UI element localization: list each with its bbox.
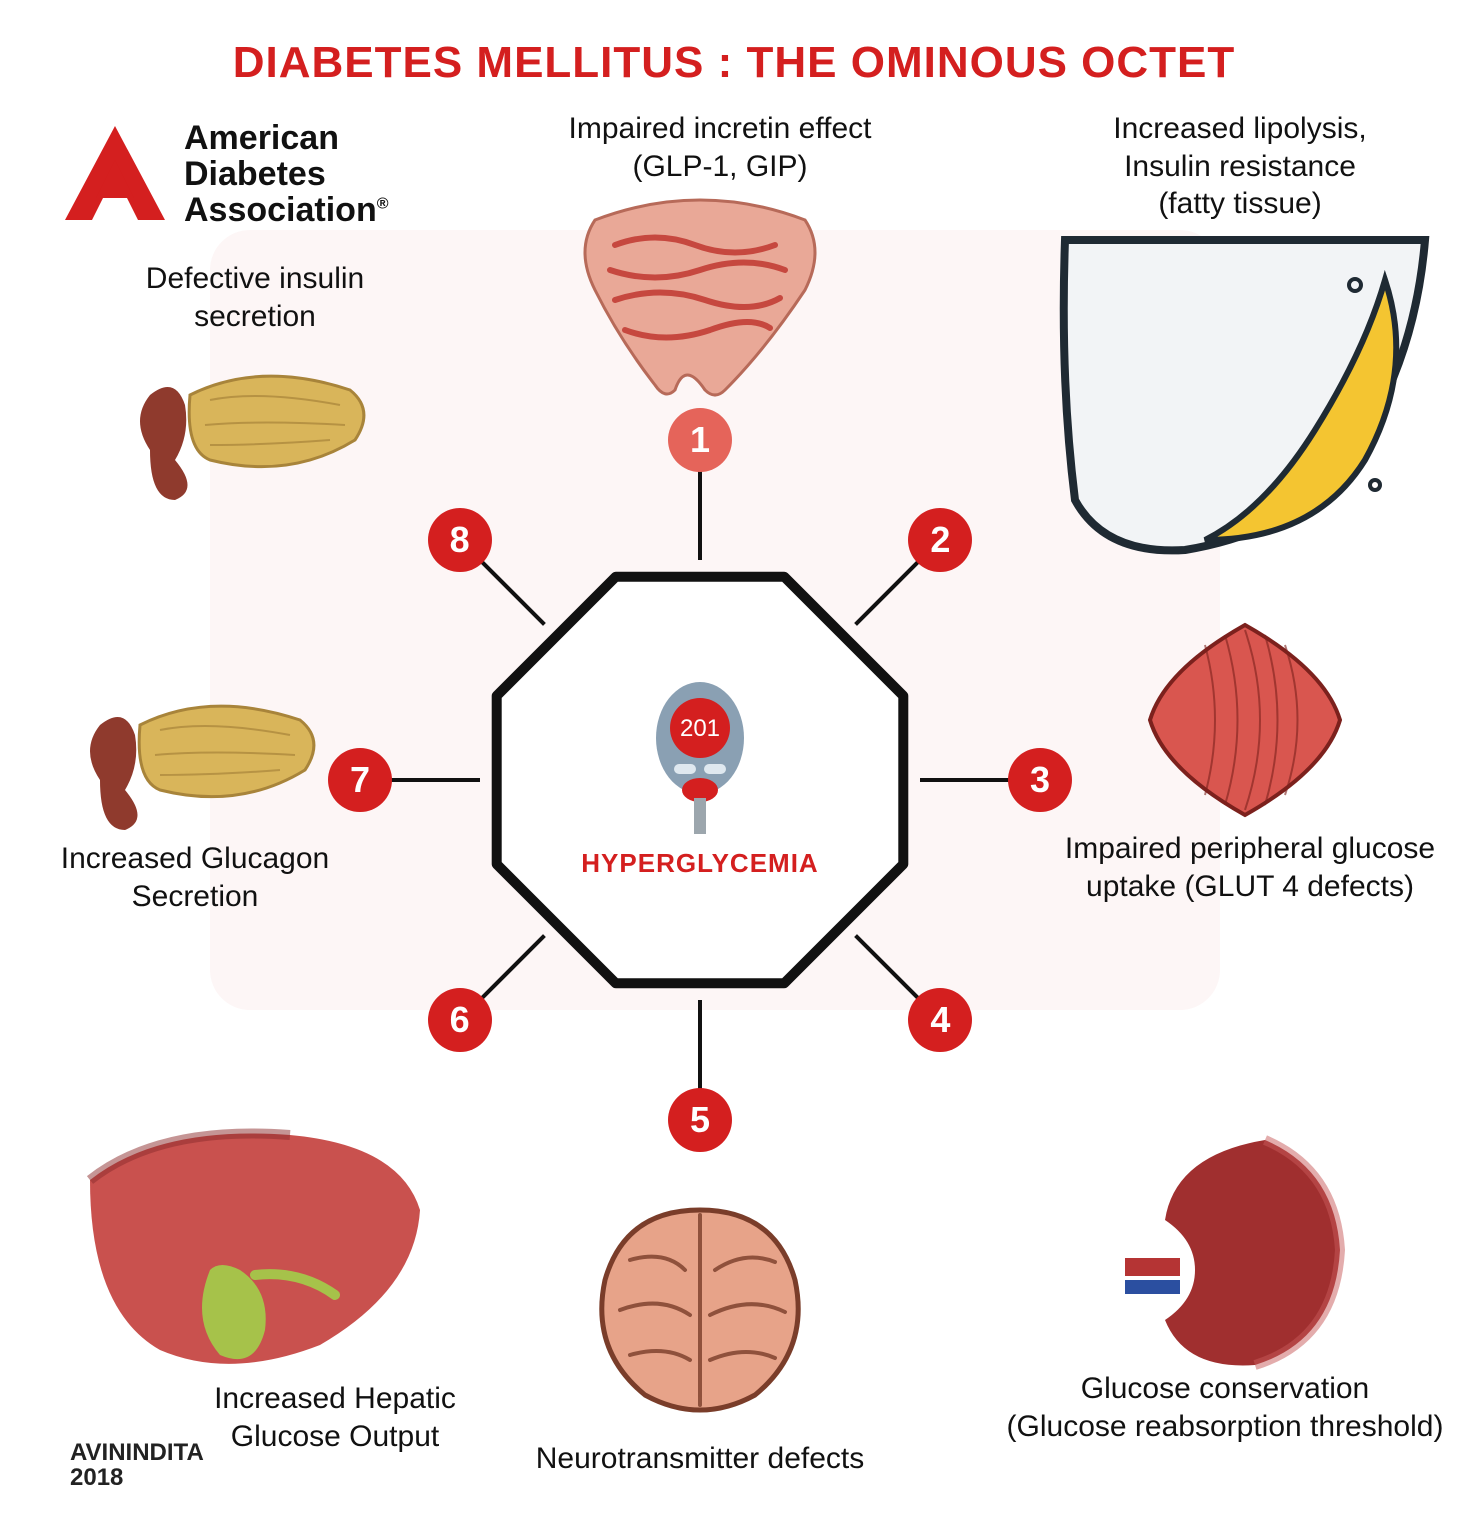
node-badge-2: 2 — [908, 508, 972, 572]
brain-icon — [585, 1200, 815, 1420]
node-label-7: Increased Glucagon Secretion — [30, 840, 360, 915]
infographic-canvas: DIABETES MELLITUS : THE OMINOUS OCTET Am… — [0, 0, 1468, 1518]
pancreas-icon — [70, 670, 330, 840]
node-label-4: Glucose conservation (Glucose reabsorpti… — [990, 1370, 1460, 1445]
node-badge-8: 8 — [428, 508, 492, 572]
signature-name: AVININDITA — [70, 1440, 204, 1465]
glucometer-icon: 201 — [648, 680, 752, 840]
node-badge-6: 6 — [428, 988, 492, 1052]
node-badge-1: 1 — [668, 408, 732, 472]
node-badge-7: 7 — [328, 748, 392, 812]
center-label: HYPERGLYCEMIA — [560, 848, 840, 879]
node-label-1: Impaired incretin effect (GLP-1, GIP) — [530, 110, 910, 185]
adipose-icon — [1055, 230, 1435, 570]
node-badge-5: 5 — [668, 1088, 732, 1152]
node-label-5: Neurotransmitter defects — [480, 1440, 920, 1478]
kidney-icon — [1095, 1130, 1355, 1370]
signature-year: 2018 — [70, 1465, 204, 1490]
muscle-icon — [1115, 620, 1375, 820]
node-badge-3: 3 — [1008, 748, 1072, 812]
intestine-icon — [565, 190, 835, 400]
node-label-2: Increased lipolysis, Insulin resistance … — [1060, 110, 1420, 223]
node-label-6: Increased Hepatic Glucose Output — [170, 1380, 500, 1455]
node-label-3: Impaired peripheral glucose uptake (GLUT… — [1050, 830, 1450, 905]
pancreas-icon — [120, 340, 380, 510]
glucometer-value: 201 — [680, 715, 720, 742]
node-label-8: Defective insulin secretion — [105, 260, 405, 335]
liver-icon — [70, 1120, 430, 1380]
artist-signature: AVININDITA 2018 — [70, 1440, 204, 1490]
